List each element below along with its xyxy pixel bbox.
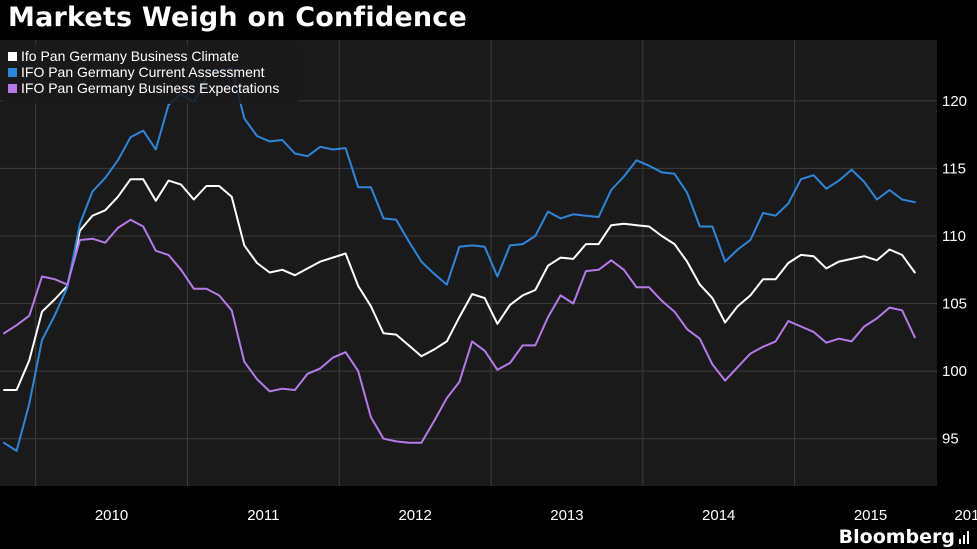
legend-swatch [8,68,17,77]
legend-label: IFO Pan Germany Business Expectations [21,80,279,96]
legend-swatch [8,52,17,61]
x-tick-label: 2013 [550,507,583,524]
x-tick-label: 201 [954,507,977,524]
y-tick-label: 115 [942,160,966,177]
y-tick-label: 120 [942,93,967,110]
bloomberg-logo: Bloomberg [839,526,971,548]
line-chart: 95 100 105 110 115 120 2010 2011 2012 2013 2014 20… [0,40,977,524]
series-line-2 [3,67,916,452]
y-tick-label: 105 [942,296,967,313]
plot-background [0,40,937,486]
x-tick-label: 2012 [398,507,431,524]
legend-label: IFO Pan Germany Current Assessment [21,64,265,80]
x-tick-label: 2011 [247,507,279,524]
legend-swatch [8,84,17,93]
bar-chart-icon [959,530,971,544]
chart-area: 95 100 105 110 115 120 2010 2011 2012 2013 2014 20… [0,40,977,528]
chart-title: Markets Weigh on Confidence [8,2,467,33]
x-tick-label: 2010 [95,507,128,524]
legend-background [2,44,298,104]
y-tick-label: 95 [942,431,959,448]
series-line-1 [3,178,916,391]
y-tick-label: 110 [942,228,966,245]
legend-label: Ifo Pan Germany Business Climate [21,48,239,64]
y-tick-label: 100 [942,363,967,380]
x-tick-label: 2014 [702,507,735,524]
brand-name: Bloomberg [838,526,955,548]
series-line-3 [3,218,916,444]
x-tick-label: 2015 [854,507,887,524]
